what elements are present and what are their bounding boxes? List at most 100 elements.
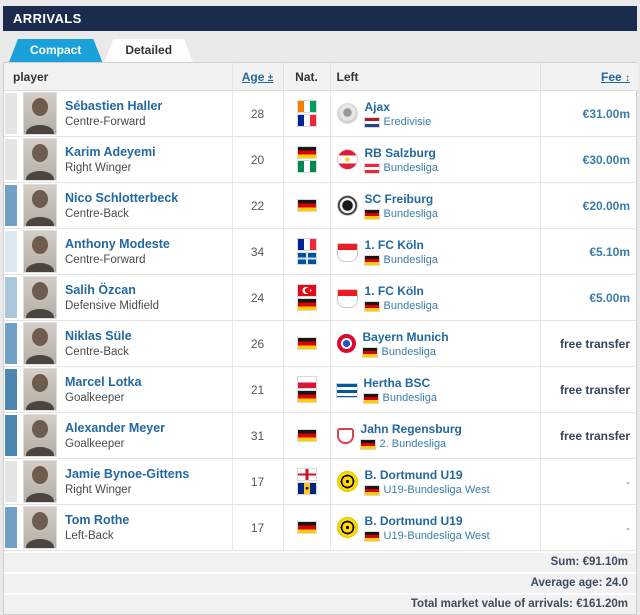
fc-koeln-logo[interactable] <box>336 242 358 262</box>
player-photo[interactable] <box>23 276 57 319</box>
player-cell: Alexander Meyer Goalkeeper <box>19 412 233 459</box>
transfer-fee[interactable]: - <box>539 458 639 505</box>
market-value-indicator-cell <box>4 504 19 551</box>
league-link[interactable]: Eredivisie <box>383 116 432 129</box>
col-header-age[interactable]: Age ± <box>231 63 284 91</box>
club-link[interactable]: 1. FC Köln <box>364 283 424 298</box>
player-name-link[interactable]: Salih Özcan <box>65 282 136 297</box>
arrivals-table-card: player Age ± Nat. Left Fee ↕ <box>3 62 639 615</box>
bayern-logo[interactable] <box>336 333 356 353</box>
transfer-fee[interactable]: €20.00m <box>539 182 639 229</box>
player-photo[interactable] <box>23 368 57 411</box>
club-link[interactable]: Bayern Munich <box>362 329 449 344</box>
league-link[interactable]: Bundesliga <box>383 300 438 313</box>
transfer-fee[interactable]: €30.00m <box>539 136 639 183</box>
player-photo[interactable] <box>23 92 57 135</box>
transfer-fee[interactable]: free transfer <box>539 412 639 459</box>
player-photo[interactable] <box>23 322 57 365</box>
germany-flag <box>296 390 317 403</box>
fc-koeln-logo[interactable] <box>336 288 358 308</box>
player-name-link[interactable]: Nico Schlotterbeck <box>65 190 179 205</box>
col-header-fee[interactable]: Fee ↕ <box>539 63 639 91</box>
germany-flag <box>296 199 317 212</box>
fee-sort-link[interactable]: Fee ↕ <box>601 70 630 84</box>
ajax-logo[interactable] <box>336 102 358 124</box>
league-link[interactable]: Bundesliga <box>383 208 438 221</box>
club-link[interactable]: B. Dortmund U19 <box>364 513 463 528</box>
bvb-u19-logo[interactable] <box>336 470 358 492</box>
age-sort-link[interactable]: Age ± <box>242 70 274 84</box>
player-photo[interactable] <box>23 460 57 503</box>
sort-icon-fee[interactable]: ↕ <box>625 72 631 84</box>
previous-club-cell: B. Dortmund U19 U19-Bundesliga West <box>330 504 541 551</box>
league-link[interactable]: Bundesliga <box>383 254 438 267</box>
sc-freiburg-logo[interactable] <box>336 194 358 216</box>
nationality-cell <box>283 504 331 551</box>
club-link[interactable]: B. Dortmund U19 <box>364 467 463 482</box>
transfer-fee[interactable]: free transfer <box>539 366 639 413</box>
nationality-cell <box>283 182 331 229</box>
player-photo[interactable] <box>23 184 57 227</box>
player-photo[interactable] <box>23 138 57 181</box>
player-photo[interactable] <box>23 506 57 549</box>
player-age: 17 <box>231 458 284 505</box>
transfer-fee[interactable]: €5.10m <box>539 228 639 275</box>
rb-salzburg-logo[interactable] <box>336 148 358 170</box>
player-position: Left-Back <box>65 530 114 543</box>
hertha-logo[interactable] <box>335 383 358 399</box>
sum-text: Sum: €91.10m <box>550 556 628 568</box>
tab-detailed[interactable]: Detailed <box>104 39 193 62</box>
player-name-link[interactable]: Anthony Modeste <box>65 236 170 251</box>
player-name-link[interactable]: Karim Adeyemi <box>65 144 156 159</box>
nationality-cell <box>283 320 331 367</box>
nationality-flags <box>284 376 330 403</box>
table-row: Alexander Meyer Goalkeeper 31 Jahn Regen… <box>4 412 639 459</box>
previous-club-cell: Bayern Munich Bundesliga <box>330 320 541 367</box>
barbados-flag <box>296 482 317 495</box>
club-link[interactable]: RB Salzburg <box>364 145 436 160</box>
player-age: 31 <box>231 412 284 459</box>
player-position: Defensive Midfield <box>65 300 159 313</box>
club-link[interactable]: Ajax <box>364 99 390 114</box>
league-link[interactable]: Bundesliga <box>382 392 437 405</box>
player-name-link[interactable]: Jamie Bynoe-Gittens <box>65 466 190 481</box>
club-link[interactable]: Hertha BSC <box>363 375 431 390</box>
jahn-logo[interactable] <box>336 428 354 445</box>
nationality-flags <box>284 238 330 265</box>
transfer-fee[interactable]: €5.00m <box>539 274 639 321</box>
nationality-cell <box>283 458 331 505</box>
germany-flag <box>363 484 380 496</box>
player-name-link[interactable]: Niklas Süle <box>65 328 132 343</box>
silhouette-head <box>32 236 48 254</box>
league-link[interactable]: Bundesliga <box>381 346 436 359</box>
bvb-u19-logo[interactable] <box>336 516 358 538</box>
player-name-link[interactable]: Tom Rothe <box>65 512 130 527</box>
transfer-fee[interactable]: - <box>539 504 639 551</box>
market-value-indicator-cell <box>4 320 19 367</box>
player-position: Goalkeeper <box>65 392 125 405</box>
silhouette-head <box>32 144 48 162</box>
transfer-fee[interactable]: €31.00m <box>539 90 639 137</box>
nationality-cell <box>283 228 331 275</box>
sort-icon-age[interactable]: ± <box>267 72 274 84</box>
tab-compact[interactable]: Compact <box>9 39 102 62</box>
club-link[interactable]: Jahn Regensburg <box>360 421 462 436</box>
transfer-fee[interactable]: free transfer <box>539 320 639 367</box>
player-position: Centre-Back <box>65 346 129 359</box>
market-value-indicator <box>5 185 17 226</box>
league-link[interactable]: 2. Bundesliga <box>379 438 447 451</box>
table-body: Sébastien Haller Centre-Forward 28 Ajax … <box>4 90 639 551</box>
player-photo[interactable] <box>23 414 57 457</box>
player-name-link[interactable]: Sébastien Haller <box>65 98 163 113</box>
player-name-link[interactable]: Marcel Lotka <box>65 374 142 389</box>
league-link[interactable]: U19-Bundesliga West <box>383 530 490 543</box>
club-link[interactable]: 1. FC Köln <box>364 237 424 252</box>
club-link[interactable]: SC Freiburg <box>364 191 434 206</box>
silhouette-head <box>32 190 48 208</box>
player-photo[interactable] <box>23 230 57 273</box>
league-link[interactable]: Bundesliga <box>383 162 438 175</box>
germany-flag <box>363 530 380 542</box>
league-link[interactable]: U19-Bundesliga West <box>383 484 490 497</box>
table-row: Tom Rothe Left-Back 17 B. Dortmund U19 U… <box>4 504 639 551</box>
player-name-link[interactable]: Alexander Meyer <box>65 420 166 435</box>
